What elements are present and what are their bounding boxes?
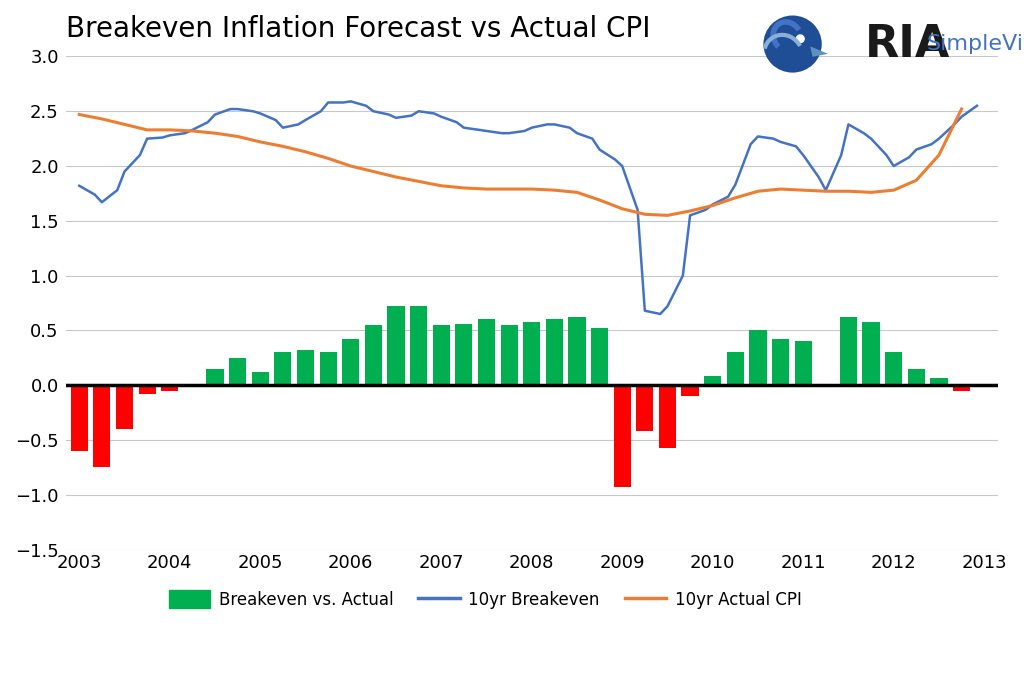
- Bar: [478, 320, 495, 385]
- Bar: [750, 331, 767, 385]
- Bar: [568, 318, 586, 385]
- Bar: [682, 385, 698, 396]
- Bar: [705, 376, 721, 385]
- Bar: [613, 385, 631, 487]
- Bar: [523, 322, 541, 385]
- Bar: [93, 385, 111, 467]
- Bar: [456, 324, 472, 385]
- Bar: [591, 329, 608, 385]
- Bar: [953, 385, 970, 391]
- Bar: [319, 352, 337, 385]
- Bar: [931, 378, 947, 385]
- Bar: [207, 369, 223, 385]
- Bar: [501, 325, 518, 385]
- Bar: [840, 318, 857, 385]
- Bar: [297, 350, 314, 385]
- Bar: [795, 342, 812, 385]
- Bar: [636, 385, 653, 431]
- Bar: [365, 325, 382, 385]
- Circle shape: [764, 16, 821, 72]
- Bar: [274, 352, 292, 385]
- Bar: [862, 322, 880, 385]
- Bar: [252, 372, 269, 385]
- Bar: [907, 369, 925, 385]
- Bar: [727, 352, 743, 385]
- Legend: Breakeven vs. Actual, 10yr Breakeven, 10yr Actual CPI: Breakeven vs. Actual, 10yr Breakeven, 10…: [162, 584, 808, 615]
- Bar: [885, 352, 902, 385]
- Bar: [658, 385, 676, 448]
- Bar: [116, 385, 133, 429]
- Text: SimpleVisor: SimpleVisor: [927, 34, 1024, 55]
- Bar: [161, 385, 178, 391]
- Bar: [138, 385, 156, 394]
- Bar: [342, 339, 359, 385]
- Bar: [387, 307, 404, 385]
- Bar: [546, 320, 563, 385]
- Bar: [432, 325, 450, 385]
- Bar: [229, 358, 246, 385]
- Bar: [772, 339, 790, 385]
- Text: Breakeven Inflation Forecast vs Actual CPI: Breakeven Inflation Forecast vs Actual C…: [66, 15, 650, 43]
- Circle shape: [796, 34, 805, 43]
- Bar: [71, 385, 88, 451]
- Polygon shape: [810, 46, 827, 57]
- Text: RIA: RIA: [865, 23, 950, 66]
- Bar: [410, 307, 427, 385]
